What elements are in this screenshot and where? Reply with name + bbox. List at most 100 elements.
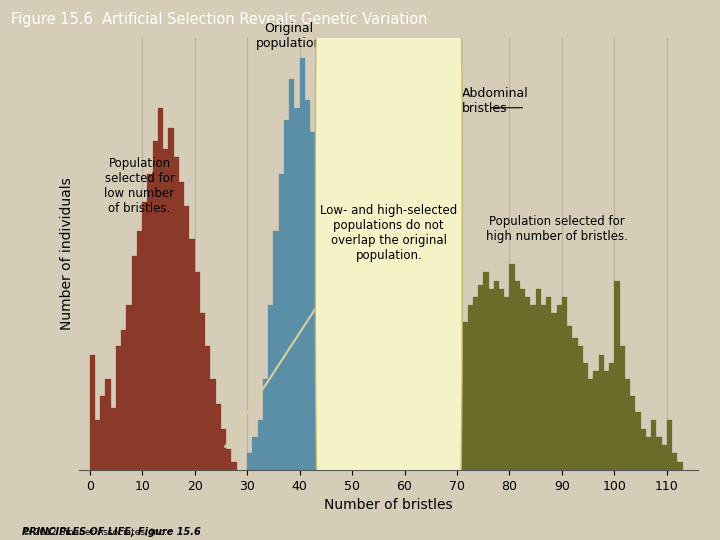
Bar (268, 305, 274, 470)
Bar (279, 173, 284, 470)
Bar (510, 264, 515, 470)
Bar (641, 429, 646, 470)
Bar (520, 289, 525, 470)
Bar (457, 346, 462, 470)
Bar (436, 437, 441, 470)
Text: © 2012 Sinauer Associates, Inc.: © 2012 Sinauer Associates, Inc. (22, 518, 166, 537)
Bar (320, 223, 326, 470)
Bar (90, 355, 95, 470)
Bar (494, 281, 499, 470)
Bar (620, 346, 625, 470)
Bar (546, 297, 552, 470)
Bar (210, 379, 215, 470)
Bar (200, 313, 205, 470)
Bar (205, 346, 210, 470)
Bar (541, 305, 546, 470)
Bar (284, 120, 289, 470)
Bar (294, 108, 300, 470)
Bar (415, 462, 420, 470)
Bar (137, 231, 142, 470)
Bar (95, 421, 100, 470)
Bar (488, 289, 494, 470)
Bar (121, 330, 127, 470)
Bar (604, 371, 609, 470)
Bar (105, 379, 111, 470)
Bar (562, 297, 567, 470)
Bar (572, 338, 577, 470)
Bar (142, 202, 148, 470)
Bar (483, 272, 488, 470)
Bar (467, 305, 473, 470)
Bar (127, 305, 132, 470)
Bar (258, 421, 263, 470)
Bar (116, 346, 121, 470)
Bar (153, 140, 158, 470)
Bar (100, 396, 105, 470)
Bar (300, 58, 305, 470)
Bar (341, 412, 347, 470)
Bar (231, 462, 237, 470)
Bar (331, 326, 336, 470)
Bar (158, 108, 163, 470)
Bar (499, 289, 504, 470)
Bar (194, 272, 200, 470)
Bar (525, 297, 531, 470)
Bar (678, 462, 683, 470)
Bar (646, 437, 651, 470)
Bar (132, 256, 137, 470)
Bar (274, 231, 279, 470)
Bar (326, 272, 331, 470)
Text: Figure 15.6  Artificial Selection Reveals Genetic Variation: Figure 15.6 Artificial Selection Reveals… (11, 12, 427, 27)
Bar (531, 305, 536, 470)
Bar (221, 429, 226, 470)
Bar (189, 239, 194, 470)
Bar (614, 281, 620, 470)
Bar (657, 437, 662, 470)
Text: Population selected for
high number of bristles.: Population selected for high number of b… (486, 215, 628, 242)
Bar (478, 285, 483, 470)
Bar (593, 371, 599, 470)
Bar (226, 449, 231, 470)
Text: Abdominal
bristles: Abdominal bristles (462, 87, 529, 115)
Bar (451, 388, 457, 470)
Bar (174, 157, 179, 470)
Bar (431, 449, 436, 470)
Bar (426, 457, 431, 470)
Bar (179, 182, 184, 470)
Bar (111, 408, 116, 470)
Bar (289, 79, 294, 470)
Text: Low- and high-selected
populations do not
overlap the original
population.: Low- and high-selected populations do no… (320, 204, 457, 262)
Bar (515, 281, 520, 470)
Text: Original
population: Original population (256, 22, 323, 50)
Bar (599, 355, 604, 470)
Bar (247, 454, 253, 470)
Bar (310, 132, 315, 470)
Bar (557, 305, 562, 470)
Bar (625, 379, 630, 470)
Bar (315, 173, 320, 470)
Bar (552, 313, 557, 470)
Bar (168, 129, 174, 470)
Text: Population
selected for
low number
of bristles.: Population selected for low number of br… (104, 157, 175, 215)
Bar (473, 297, 478, 470)
Bar (636, 412, 641, 470)
Bar (263, 379, 268, 470)
Bar (672, 454, 678, 470)
Bar (336, 371, 341, 470)
Bar (148, 173, 153, 470)
Bar (630, 396, 636, 470)
Bar (305, 99, 310, 470)
Bar (567, 326, 572, 470)
Bar (583, 363, 588, 470)
Bar (588, 379, 593, 470)
Bar (184, 206, 189, 470)
Bar (446, 412, 451, 470)
Text: PRINCIPLES OF LIFE, Figure 15.6: PRINCIPLES OF LIFE, Figure 15.6 (22, 527, 200, 537)
Bar (441, 429, 446, 470)
Bar (577, 346, 583, 470)
Bar (215, 404, 221, 470)
X-axis label: Number of bristles: Number of bristles (325, 498, 453, 512)
Bar (536, 289, 541, 470)
Bar (651, 421, 657, 470)
Bar (662, 445, 667, 470)
